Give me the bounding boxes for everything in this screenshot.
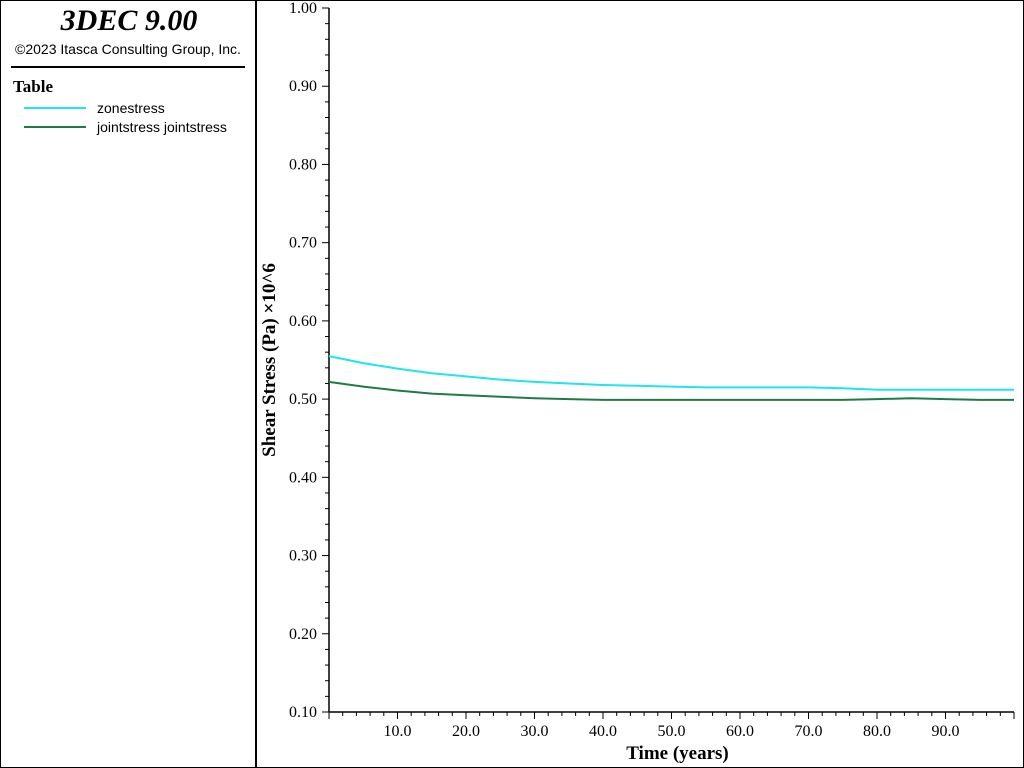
y-tick-label: 0.20 bbox=[289, 626, 317, 643]
legend-panel: 3DEC 9.00 ©2023 Itasca Consulting Group,… bbox=[1, 1, 257, 767]
series-line-zonestress bbox=[328, 355, 1014, 391]
x-tick-label: 40.0 bbox=[589, 723, 617, 740]
y-tick-label: 0.60 bbox=[289, 313, 317, 330]
y-tick-label: 0.70 bbox=[289, 235, 317, 252]
y-tick-label: 0.50 bbox=[289, 391, 317, 408]
x-tick-label: 10.0 bbox=[384, 723, 412, 740]
series-line-jointstress bbox=[328, 380, 1014, 401]
x-tick-label: 70.0 bbox=[795, 723, 823, 740]
y-axis-label: Shear Stress (Pa) ×10^6 bbox=[259, 263, 280, 457]
y-tick-label: 1.00 bbox=[289, 0, 317, 17]
y-tick-label: 0.90 bbox=[289, 78, 317, 95]
copyright-text: ©2023 Itasca Consulting Group, Inc. bbox=[15, 41, 241, 57]
x-tick-label: 20.0 bbox=[452, 723, 480, 740]
legend-label-zonestress: zonestress bbox=[97, 100, 165, 116]
y-axis: 0.10 0.20 0.30 0.40 0.50 0.60 0.70 0.80 0.90 1.00 bbox=[289, 0, 330, 721]
legend-swatch-zonestress bbox=[24, 107, 86, 109]
x-tick-label: 90.0 bbox=[932, 723, 960, 740]
legend-item-zonestress: zonestress bbox=[24, 99, 165, 117]
x-tick-label: 80.0 bbox=[863, 723, 891, 740]
y-tick-label: 0.40 bbox=[289, 469, 317, 486]
legend-item-jointstress: jointstress jointstress bbox=[24, 118, 227, 136]
x-tick-label: 30.0 bbox=[521, 723, 549, 740]
x-axis: 10.0 20.0 30.0 40.0 50.0 60.0 70.0 80.0 90.0 bbox=[328, 711, 1015, 740]
sidebar-divider bbox=[11, 66, 245, 68]
y-tick-label: 0.80 bbox=[289, 156, 317, 173]
y-tick-label: 0.10 bbox=[289, 704, 317, 721]
x-axis-label: Time (years) bbox=[626, 743, 729, 764]
y-tick-label: 0.30 bbox=[289, 548, 317, 565]
series-lines bbox=[328, 355, 1014, 401]
legend-label-jointstress: jointstress jointstress bbox=[97, 119, 227, 135]
x-tick-label: 60.0 bbox=[726, 723, 754, 740]
app-title: 3DEC 9.00 bbox=[60, 4, 198, 37]
x-tick-label: 50.0 bbox=[658, 723, 686, 740]
legend-swatch-jointstress bbox=[24, 126, 86, 128]
legend-title: Table bbox=[13, 77, 54, 96]
